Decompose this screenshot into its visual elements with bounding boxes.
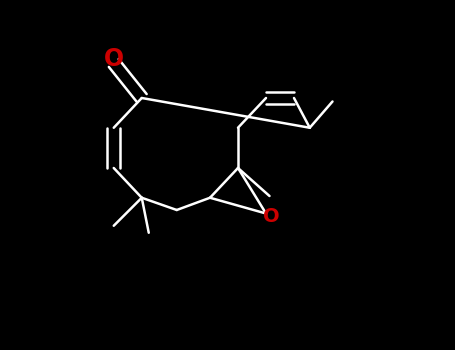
Text: O: O [263, 208, 279, 226]
Text: O: O [104, 48, 124, 71]
